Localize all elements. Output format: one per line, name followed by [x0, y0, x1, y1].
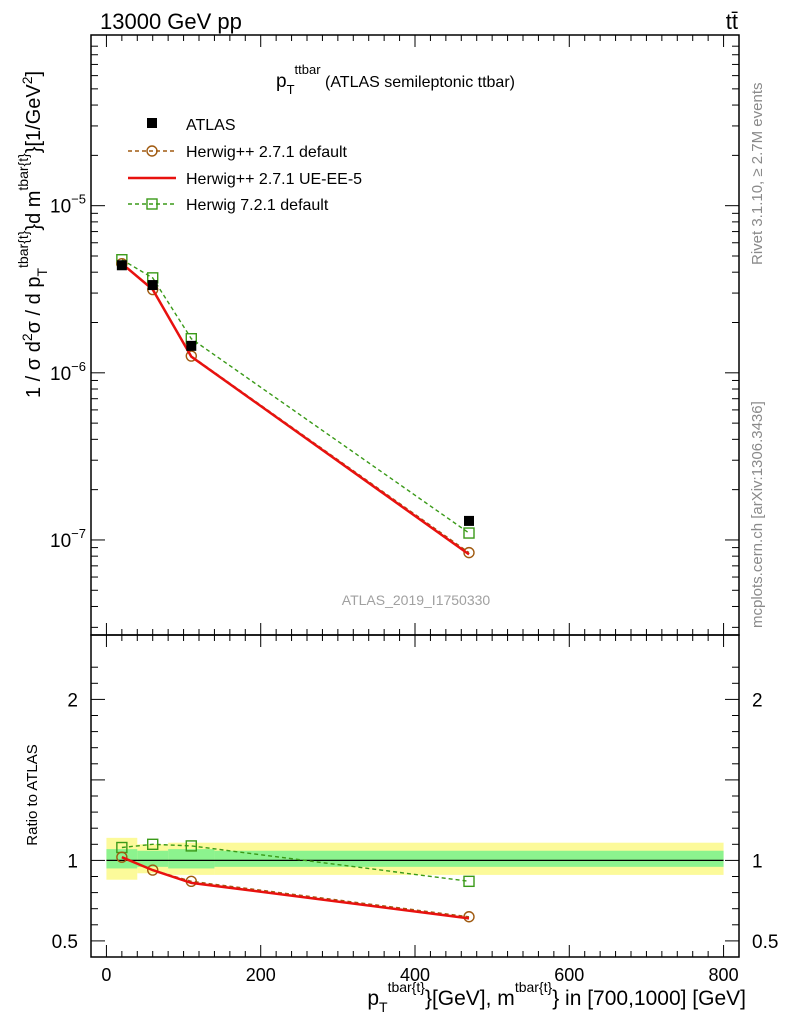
- y-tick-label-ratio-right: 2: [752, 690, 763, 711]
- y-tick-label-ratio: 1: [67, 851, 78, 872]
- plot-title: pTttbar (ATLAS semileptonic ttbar): [276, 62, 515, 97]
- legend-marker-herwig7: [146, 198, 158, 210]
- y-tick-label-ratio: 2: [67, 690, 78, 711]
- ratio-panel: [106, 837, 724, 923]
- legend-label-atlas: ATLAS: [186, 117, 236, 134]
- main-point-data: [116, 260, 127, 271]
- main-point-herwigpp_default: [185, 350, 197, 362]
- y-tick-label-ratio-right: 1: [752, 851, 763, 872]
- ratio-point-herwig7: [147, 838, 159, 850]
- legend-label-herwigpp-ueee5: Herwig++ 2.7.1 UE-EE-5: [186, 171, 362, 188]
- main-line-herwigpp_ueee5: [121, 262, 470, 556]
- x-tick-label: 400: [400, 965, 430, 985]
- y-tick-label-main: 10−5: [50, 192, 86, 218]
- main-panel: [116, 254, 475, 559]
- y-axis-label-main: 1 / σ d2σ / d pTtbar{t}}d mtbar{t}}[1/Ge…: [15, 71, 50, 398]
- y-tick-label-main: 10−7: [50, 526, 86, 552]
- x-tick-label: 0: [101, 965, 111, 985]
- analysis-id: ATLAS_2019_I1750330: [342, 592, 491, 608]
- axis-ticks: 0 200 400 600 800 10−5 10−6 10−7 0.5 0.5 1 1 2 2: [50, 35, 778, 985]
- legend-marker-herwigpp-default: [146, 145, 158, 157]
- legend-label-herwigpp-default: Herwig++ 2.7.1 default: [186, 144, 348, 161]
- main-line-herwig7: [121, 259, 470, 534]
- main-point-herwig7: [463, 527, 475, 539]
- main-point-data: [147, 280, 158, 291]
- ratio-point-herwig7: [463, 875, 475, 888]
- legend: ATLAS Herwig++ 2.7.1 default Herwig++ 2.…: [128, 117, 362, 214]
- x-tick-label: 200: [246, 965, 276, 985]
- ratio-line-herwig7: [121, 843, 470, 882]
- y-tick-label-ratio: 0.5: [52, 932, 78, 953]
- ratio-frame: [90, 634, 740, 958]
- x-tick-label: 600: [554, 965, 584, 985]
- y-tick-label-ratio-right: 0.5: [752, 932, 778, 953]
- mcplots-label: mcplots.cern.ch [arXiv:1306.3436]: [749, 401, 766, 628]
- main-line-herwigpp_default: [121, 263, 470, 554]
- legend-label-herwig7: Herwig 7.2.1 default: [186, 197, 329, 214]
- x-tick-label: 800: [709, 965, 739, 985]
- legend-marker-atlas: [147, 118, 157, 128]
- ratio-point-herwigpp_default: [147, 864, 159, 876]
- ratio-point-herwig7: [185, 840, 197, 852]
- band-inner-bin: [168, 849, 215, 869]
- x-axis-label: pTtbar{t}}[GeV], mtbar{t}} in [700,1000]…: [367, 979, 746, 1015]
- ratio-line-herwigpp_ueee5: [121, 856, 470, 920]
- y-axis-label-ratio: Ratio to ATLAS: [24, 744, 41, 845]
- main-point-herwigpp_default: [463, 546, 475, 559]
- main-point-data: [464, 515, 474, 526]
- band-inner-bin: [214, 850, 724, 867]
- ratio-point-herwigpp_default: [116, 851, 128, 863]
- rivet-version-label: Rivet 3.1.10, ≥ 2.7M events: [749, 83, 766, 266]
- band-inner-bin: [137, 850, 169, 867]
- header-process: tt̄: [726, 9, 738, 34]
- band-inner-bin: [106, 849, 138, 869]
- header-energy: 13000 GeV pp: [100, 9, 242, 34]
- main-point-data: [186, 340, 197, 351]
- y-tick-label-main: 10−6: [50, 359, 86, 385]
